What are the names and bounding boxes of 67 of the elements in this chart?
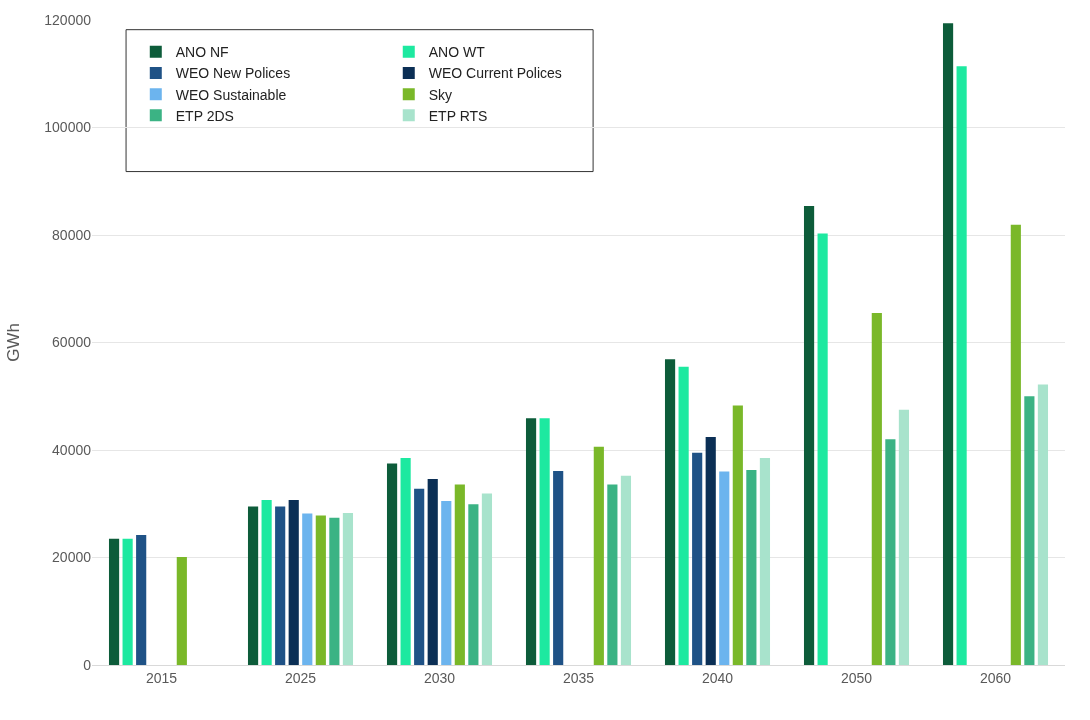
y-tick-label: 40000 — [52, 441, 92, 458]
bar — [803, 205, 815, 665]
bar — [342, 512, 354, 665]
bar — [593, 446, 604, 665]
bar — [871, 312, 882, 665]
bar — [732, 405, 743, 665]
legend-label: ANO WT — [428, 44, 486, 61]
x-tick-label: 2035 — [562, 669, 595, 686]
bar — [1010, 224, 1021, 665]
bar — [481, 493, 493, 665]
bar — [400, 458, 411, 665]
legend-label: ETP RTS — [428, 107, 488, 124]
bar — [620, 475, 632, 665]
bar — [427, 479, 438, 665]
bar — [275, 506, 286, 665]
legend-label: WEO Sustainable — [175, 86, 287, 103]
bar — [525, 418, 537, 665]
y-tick-label: 60000 — [52, 334, 92, 351]
y-tick-label: 100000 — [44, 119, 92, 136]
bar — [898, 409, 910, 665]
bar — [302, 513, 313, 665]
x-tick-label: 2050 — [840, 669, 873, 686]
x-tick-label: 2030 — [423, 669, 456, 686]
bar — [719, 471, 730, 665]
bar — [454, 484, 465, 665]
bar — [885, 439, 896, 665]
y-tick-label: 80000 — [52, 226, 92, 243]
bar — [108, 538, 120, 665]
bar — [329, 517, 340, 665]
bar — [692, 452, 703, 665]
bar — [1037, 384, 1049, 665]
bar — [441, 501, 452, 665]
bar — [539, 418, 550, 665]
y-tick-label: 20000 — [52, 549, 92, 566]
bar — [247, 506, 259, 665]
x-tick-label: 2025 — [284, 669, 317, 686]
legend-label: WEO Current Polices — [428, 65, 562, 82]
bar — [664, 359, 676, 665]
bar — [942, 23, 954, 665]
bar — [122, 538, 133, 665]
bar — [315, 515, 326, 665]
bar — [705, 437, 716, 665]
x-tick-label: 2040 — [701, 669, 734, 686]
bar — [261, 499, 272, 665]
bar — [956, 66, 967, 665]
y-tick-label: 120000 — [44, 11, 92, 28]
bar — [386, 463, 398, 665]
bar — [288, 499, 299, 665]
x-tick-label: 2015 — [145, 669, 178, 686]
legend-label: WEO New Polices — [175, 65, 291, 82]
y-tick-label: 0 — [83, 656, 92, 673]
bar — [607, 484, 618, 665]
bar — [817, 233, 828, 665]
bar — [759, 458, 771, 665]
bar — [414, 488, 425, 665]
bar — [176, 556, 187, 665]
x-tick-label: 2060 — [979, 669, 1012, 686]
y-axis-title: GWh — [3, 323, 23, 362]
bar — [1024, 396, 1035, 665]
legend-label: ETP 2DS — [175, 107, 234, 124]
legend-label: Sky — [428, 86, 453, 103]
bar — [678, 366, 689, 665]
legend-label: ANO NF — [175, 44, 229, 61]
bar — [136, 534, 147, 665]
bar — [553, 470, 564, 665]
bar — [468, 504, 479, 665]
bar — [746, 469, 757, 665]
